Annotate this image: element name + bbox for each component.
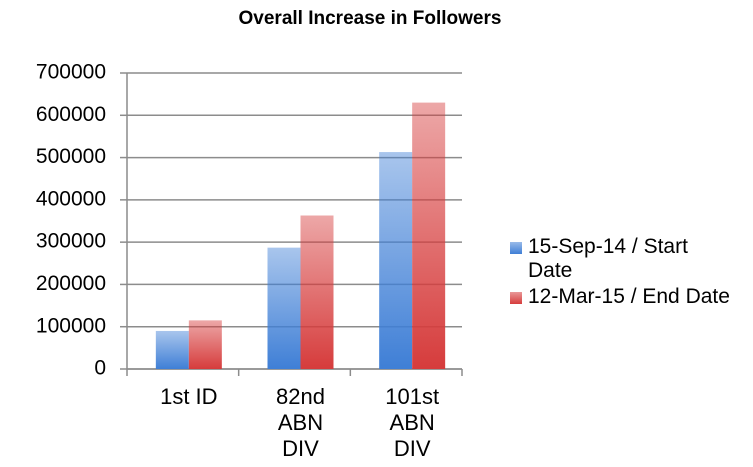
- y-tick-label: 600000: [36, 103, 106, 126]
- y-tick-label: 0: [94, 357, 106, 380]
- x-tick-label: 1st ID: [160, 384, 218, 409]
- x-tick-label: 101st ABN DIV: [385, 384, 440, 461]
- y-tick-label: 500000: [36, 145, 106, 168]
- y-tick-label: 100000: [36, 314, 106, 337]
- y-tick-label: 400000: [36, 187, 106, 210]
- y-tick-label: 700000: [36, 61, 106, 84]
- bar: [188, 320, 222, 369]
- bar: [379, 152, 413, 369]
- y-tick-label: 300000: [36, 230, 106, 253]
- bar: [300, 215, 334, 369]
- legend-swatch: [510, 292, 522, 304]
- y-tick-label: 200000: [36, 272, 106, 295]
- legend-label: 15-Sep-14 / Start Date: [528, 235, 688, 282]
- bar: [155, 330, 189, 369]
- bar: [267, 247, 301, 369]
- x-tick-label: 82nd ABN DIV: [276, 384, 325, 461]
- chart-title: Overall Increase in Followers: [239, 8, 502, 29]
- legend-swatch: [510, 242, 522, 254]
- bar: [412, 102, 446, 369]
- legend-label: 12-Mar-15 / End Date: [528, 285, 730, 308]
